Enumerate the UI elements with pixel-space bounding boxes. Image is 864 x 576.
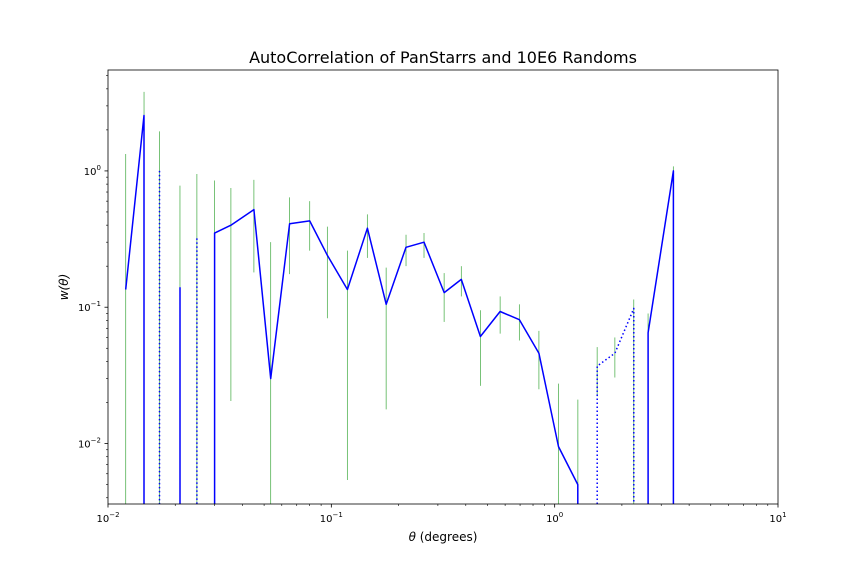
x-tick-label-exp: −1 — [333, 511, 343, 519]
y-tick-label-base: 10 — [78, 303, 91, 314]
x-tick-label-base: 10 — [96, 514, 109, 525]
x-tick-label-base: 10 — [320, 514, 333, 525]
x-axis-label: θ (degrees) — [409, 530, 478, 544]
y-tick-label-2: 100 — [84, 164, 101, 178]
y-tick-label-exp: 0 — [97, 164, 101, 172]
x-tick-label-base: 10 — [769, 514, 782, 525]
chart-title: AutoCorrelation of PanStarrs and 10E6 Ra… — [249, 48, 637, 67]
data-marks — [124, 91, 675, 504]
y-tick-label-0: 10−2 — [78, 437, 101, 451]
y-tick-label-base: 10 — [84, 167, 97, 178]
y-tick-label-1: 10−1 — [78, 300, 101, 314]
x-tick-label-exp: −2 — [109, 511, 119, 519]
x-tick-label-exp: 1 — [782, 511, 786, 519]
y-tick-label-exp: −1 — [91, 300, 101, 308]
y-tick-label-base: 10 — [78, 440, 91, 451]
x-tick-label-exp: 0 — [559, 511, 563, 519]
series-line-0 — [124, 114, 145, 504]
series-line-4 — [213, 208, 579, 504]
x-axis-label-rest: (degrees) — [416, 530, 477, 544]
x-tick-label-1: 10−1 — [320, 511, 343, 525]
y-axis-label: w(θ) — [57, 274, 71, 301]
y-tick-label-exp: −2 — [91, 437, 101, 445]
axes-frame — [107, 69, 779, 505]
series-line-6 — [647, 170, 675, 504]
x-axis-label-symbol: θ — [409, 530, 417, 544]
x-tick-label-base: 10 — [546, 514, 559, 525]
x-tick-label-0: 10−2 — [96, 511, 119, 525]
x-tick-label-2: 100 — [546, 511, 563, 525]
x-tick-label-3: 101 — [769, 511, 786, 525]
series-line-5 — [596, 307, 635, 504]
